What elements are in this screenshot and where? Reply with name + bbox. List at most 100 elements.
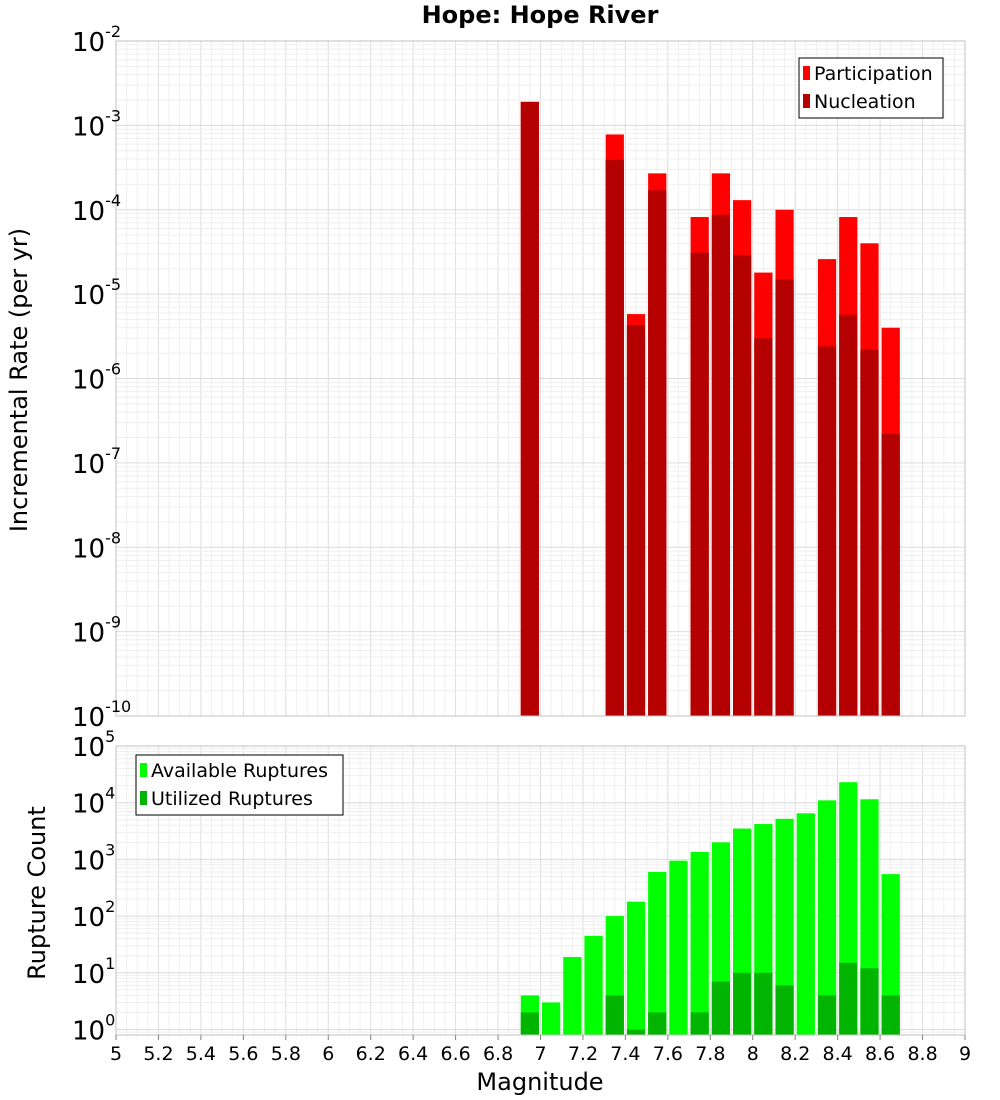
nucleation-bar bbox=[817, 346, 837, 716]
y-tick-exponent: -6 bbox=[105, 360, 121, 379]
y-tick-base: 10 bbox=[72, 534, 105, 564]
x-tick-label: 7 bbox=[534, 1043, 546, 1065]
y-tick-label: 10-5 bbox=[72, 275, 121, 311]
x-tick-label: 6.6 bbox=[440, 1043, 470, 1065]
x-tick-label: 8.6 bbox=[865, 1043, 895, 1065]
rate-plot-border bbox=[115, 40, 966, 717]
nucleation-bar bbox=[648, 190, 667, 716]
x-tick-label: 6 bbox=[322, 1043, 334, 1065]
x-tick-label: 8 bbox=[747, 1043, 759, 1065]
utilized-ruptures-bar bbox=[605, 995, 624, 1035]
y-tick-base: 10 bbox=[72, 366, 105, 396]
y-tick-exponent: -10 bbox=[105, 697, 131, 716]
x-tick-label: 9 bbox=[959, 1043, 971, 1065]
y-tick-exponent: -8 bbox=[105, 528, 121, 547]
utilized-ruptures-bar bbox=[733, 972, 752, 1035]
available-ruptures-bar bbox=[775, 818, 794, 1035]
x-tick-label: 7.4 bbox=[610, 1043, 640, 1065]
nucleation-bar bbox=[839, 314, 858, 716]
utilized-ruptures-bar bbox=[690, 1012, 709, 1035]
y-tick-label: 10-10 bbox=[72, 697, 131, 733]
y-tick-label: 101 bbox=[72, 954, 115, 990]
y-tick-label: 103 bbox=[72, 840, 115, 876]
nucleation-bar bbox=[733, 255, 752, 716]
legend-box bbox=[798, 57, 944, 119]
y-tick-exponent: -3 bbox=[105, 106, 121, 125]
y-tick-exponent: 4 bbox=[105, 784, 115, 803]
y-tick-exponent: 5 bbox=[105, 727, 115, 746]
utilized-ruptures-bar bbox=[775, 985, 794, 1035]
y-tick-base: 10 bbox=[72, 1017, 105, 1047]
rate-plot-legend: Participation Nucleation bbox=[798, 57, 944, 119]
y-tick-base: 10 bbox=[72, 733, 105, 763]
rate-plot-bars bbox=[520, 101, 900, 717]
y-tick-exponent: -2 bbox=[105, 22, 121, 41]
legend-label: Nucleation bbox=[814, 91, 916, 113]
x-tick-label: 5.2 bbox=[143, 1043, 173, 1065]
utilized-ruptures-bar bbox=[881, 995, 900, 1035]
y-tick-exponent: -7 bbox=[105, 444, 121, 463]
y-tick-base: 10 bbox=[72, 450, 105, 480]
y-tick-label: 10-9 bbox=[72, 613, 121, 649]
available-ruptures-bar bbox=[669, 860, 688, 1035]
nucleation-bar bbox=[775, 279, 794, 716]
available-ruptures-bar bbox=[796, 813, 815, 1035]
legend-label: Available Ruptures bbox=[151, 760, 328, 782]
y-tick-label: 102 bbox=[72, 897, 115, 933]
chart-title: Hope: Hope River bbox=[422, 1, 659, 29]
count-plot-legend: Available Ruptures Utilized Ruptures bbox=[135, 754, 344, 816]
legend-label: Utilized Ruptures bbox=[151, 788, 313, 810]
y-tick-label: 10-8 bbox=[72, 528, 121, 564]
utilized-ruptures-bar bbox=[648, 1012, 667, 1035]
utilized-ruptures-bar bbox=[626, 1029, 646, 1035]
y-tick-label: 10-3 bbox=[72, 106, 121, 142]
x-tick-label: 6.4 bbox=[398, 1043, 428, 1065]
x-tick-label: 7.8 bbox=[695, 1043, 725, 1065]
x-tick-label: 6.8 bbox=[483, 1043, 513, 1065]
y-tick-exponent: -9 bbox=[105, 613, 121, 632]
x-tick-label: 5.4 bbox=[186, 1043, 216, 1065]
available-ruptures-bar bbox=[563, 956, 582, 1035]
x-tick-label: 8.4 bbox=[823, 1043, 853, 1065]
x-tick-label: 5 bbox=[110, 1043, 122, 1065]
y-tick-base: 10 bbox=[72, 846, 105, 876]
x-axis-label: Magnitude bbox=[476, 1068, 603, 1096]
y-tick-base: 10 bbox=[72, 790, 105, 820]
nucleation-bar bbox=[711, 214, 731, 716]
x-tick-label: 6.2 bbox=[356, 1043, 386, 1065]
y-tick-label: 105 bbox=[72, 727, 115, 763]
available-ruptures-bar bbox=[817, 800, 837, 1035]
y-tick-base: 10 bbox=[72, 703, 105, 733]
utilized-ruptures-bar bbox=[817, 995, 837, 1035]
utilized-ruptures-bar bbox=[860, 968, 879, 1035]
y-tick-exponent: 3 bbox=[105, 840, 115, 859]
y-tick-base: 10 bbox=[72, 112, 105, 142]
y-tick-exponent: 1 bbox=[105, 954, 115, 973]
x-tick-label: 5.6 bbox=[228, 1043, 258, 1065]
available-ruptures-bar bbox=[584, 935, 603, 1035]
legend-swatch bbox=[140, 791, 147, 805]
nucleation-bar bbox=[860, 349, 879, 716]
legend-swatch bbox=[803, 66, 810, 80]
y-tick-label: 10-4 bbox=[72, 191, 121, 227]
rate-plot-grid bbox=[115, 40, 966, 717]
rate-plot-y-label: Incremental Rate (per yr) bbox=[5, 228, 33, 532]
nucleation-bar bbox=[881, 433, 900, 716]
utilized-ruptures-bar bbox=[839, 962, 858, 1035]
available-ruptures-bar bbox=[626, 901, 646, 1035]
legend-swatch bbox=[803, 94, 810, 108]
count-plot-y-label: Rupture Count bbox=[23, 806, 51, 980]
y-tick-base: 10 bbox=[72, 960, 105, 990]
x-tick-label: 8.8 bbox=[907, 1043, 937, 1065]
x-tick-label: 5.8 bbox=[271, 1043, 301, 1065]
nucleation-bar bbox=[754, 338, 773, 716]
nucleation-bar bbox=[605, 159, 624, 717]
y-tick-exponent: 2 bbox=[105, 897, 115, 916]
y-tick-base: 10 bbox=[72, 197, 105, 227]
available-ruptures-bar bbox=[542, 1002, 561, 1035]
y-tick-base: 10 bbox=[72, 903, 105, 933]
y-tick-label: 10-7 bbox=[72, 444, 121, 480]
